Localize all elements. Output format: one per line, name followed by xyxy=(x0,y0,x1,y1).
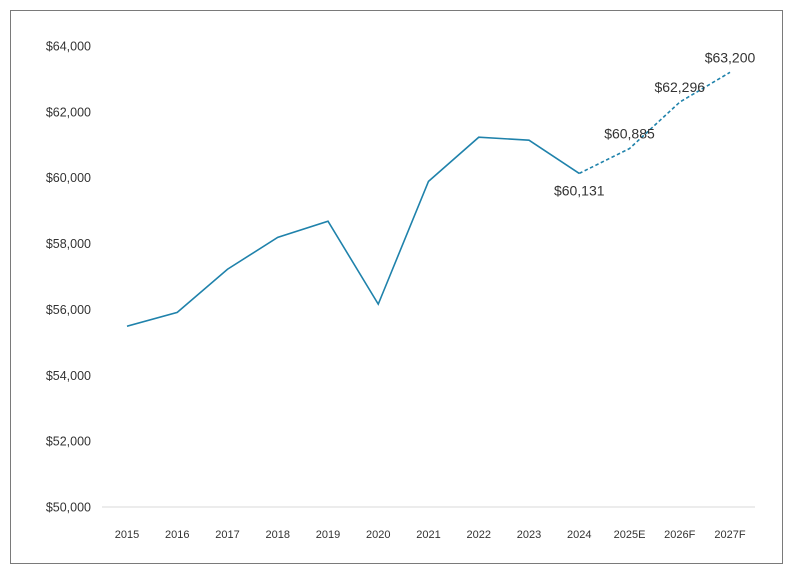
data-label: $60,131 xyxy=(554,182,605,198)
y-tick-label: $60,000 xyxy=(46,171,91,185)
y-tick-label: $50,000 xyxy=(46,501,91,515)
x-tick-label: 2018 xyxy=(266,529,290,541)
x-tick-label: 2027F xyxy=(714,529,745,541)
x-tick-label: 2023 xyxy=(517,529,541,541)
y-tick-label: $62,000 xyxy=(46,105,91,119)
data-label: $63,200 xyxy=(705,49,756,65)
x-tick-label: 2016 xyxy=(165,529,189,541)
forecast-series-line xyxy=(578,71,731,175)
y-tick-label: $64,000 xyxy=(46,40,91,54)
x-tick-label: 2024 xyxy=(567,529,591,541)
x-tick-label: 2026F xyxy=(664,529,695,541)
x-tick-label: 2021 xyxy=(416,529,440,541)
y-tick-label: $52,000 xyxy=(46,435,91,449)
x-tick-label: 2017 xyxy=(215,529,239,541)
chart-frame xyxy=(10,10,783,564)
x-tick-label: 2022 xyxy=(467,529,491,541)
y-tick-label: $58,000 xyxy=(46,237,91,251)
x-tick-label: 2020 xyxy=(366,529,390,541)
data-label: $60,885 xyxy=(604,126,655,142)
x-tick-label: 2015 xyxy=(115,529,139,541)
data-label: $62,296 xyxy=(654,79,705,95)
y-tick-label: $54,000 xyxy=(46,369,91,383)
x-tick-label: 2025E xyxy=(614,529,646,541)
y-tick-label: $56,000 xyxy=(46,303,91,317)
x-tick-label: 2019 xyxy=(316,529,340,541)
actual-series-line xyxy=(126,136,580,327)
